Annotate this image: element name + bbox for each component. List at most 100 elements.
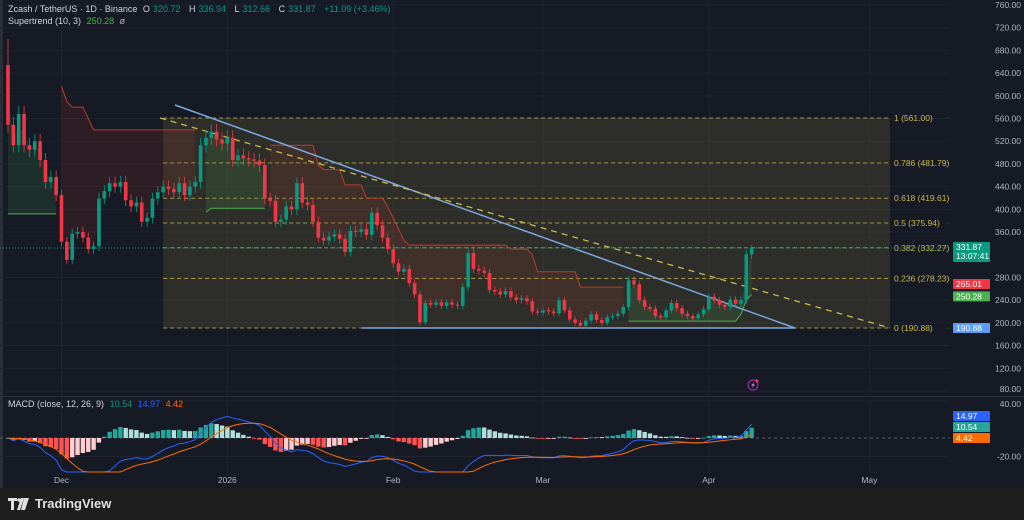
fib-retracement[interactable]: 1 (561.00) 0.786 (481.79) 0.618 (419.61) 0.… — [163, 113, 950, 333]
candle-body — [621, 306, 626, 314]
supertrend-line-up — [205, 207, 265, 213]
macd-histogram-bar — [562, 436, 567, 438]
supertrend-line-down — [270, 144, 624, 288]
supertrend-down-tag-bg — [953, 278, 990, 289]
candle-body — [177, 183, 181, 193]
candle-body — [316, 221, 321, 238]
candle-body — [246, 158, 251, 160]
price-axis-label: 120.00 — [995, 363, 1021, 373]
macd-histogram-bar — [86, 438, 91, 452]
candle-body — [498, 291, 502, 295]
candle-body — [273, 200, 278, 222]
candle-body — [450, 302, 454, 305]
candle-body — [81, 232, 85, 238]
eye-off-icon[interactable]: ø — [119, 16, 126, 26]
macd-histogram-bar — [48, 438, 53, 448]
macd-histogram-bar — [332, 438, 337, 446]
macd-histogram-bar — [235, 432, 241, 438]
macd-histogram-bar — [679, 437, 685, 438]
candle-body — [567, 310, 572, 320]
macd-histogram-bar — [177, 429, 182, 438]
candle-body — [123, 182, 128, 201]
candle-body — [59, 195, 64, 242]
time-axis-label: May — [861, 475, 878, 485]
macd-histogram-bar — [417, 438, 423, 449]
macd-histogram-bar — [369, 435, 374, 438]
macd-histogram-bar — [198, 427, 203, 438]
macd-histogram-bar — [423, 438, 428, 448]
signal-value: 14.97 — [137, 399, 161, 409]
macd-histogram-bar — [267, 438, 273, 447]
candle-body — [589, 314, 593, 321]
candle-body — [530, 301, 535, 312]
candle-body — [482, 270, 486, 273]
candle-body — [733, 299, 738, 304]
macd-histogram-bar — [70, 438, 75, 458]
supertrend-fill-down — [270, 145, 624, 325]
candle-body — [16, 113, 21, 146]
macd-histogram-bar — [187, 431, 193, 438]
symbol-title[interactable]: Zcash / TetherUS · 1D · Binance — [8, 4, 138, 14]
macd-histogram-bar — [251, 438, 257, 439]
candle-body — [418, 294, 422, 323]
macd-histogram-bar — [155, 431, 160, 438]
candle-body — [685, 313, 690, 317]
macd-value: 10.54 — [109, 399, 133, 409]
candle-body — [139, 202, 144, 222]
macd-histogram-bar — [492, 431, 498, 438]
candle-body — [97, 198, 101, 247]
price-axis-label: 640.00 — [995, 68, 1021, 78]
candle-body — [129, 200, 133, 207]
candle-body — [637, 284, 642, 301]
macd-histogram-bar — [487, 429, 492, 438]
symbol-legend: Zcash / TetherUS · 1D · Binance O 320.72 … — [8, 4, 394, 14]
macd-histogram-bar — [102, 436, 107, 438]
candles — [6, 39, 754, 329]
candle-body — [70, 233, 74, 260]
candle-body — [471, 253, 476, 269]
macd-histogram-bar — [219, 425, 225, 438]
drawings[interactable] — [0, 104, 950, 329]
macd-histogram-bar — [717, 435, 722, 438]
candle-body — [605, 317, 609, 323]
macd-label[interactable]: MACD (close, 12, 26, 9) — [8, 399, 105, 409]
tradingview-logo[interactable]: TradingView — [8, 496, 111, 511]
candle-body — [65, 241, 69, 260]
candle-body — [375, 212, 379, 226]
macd-histogram-bar — [647, 433, 653, 438]
candle-body — [744, 254, 749, 301]
left-border — [0, 0, 3, 488]
candle-body — [198, 145, 203, 183]
candle-body — [75, 232, 80, 234]
candle-body — [364, 229, 369, 235]
macd-histogram-bar — [278, 438, 284, 452]
macd-histogram-bar — [460, 435, 465, 438]
candle-body — [311, 204, 315, 222]
high-label: H 336.94 — [189, 4, 229, 14]
fib-level-label: 1 (561.00) — [894, 113, 933, 123]
candle-body — [600, 320, 604, 323]
price-axis-label: 680.00 — [995, 45, 1021, 55]
lightning-alert-icon[interactable] — [747, 379, 759, 391]
candle-body — [386, 237, 390, 250]
candle-body — [54, 176, 58, 196]
macd-histogram-bar — [118, 427, 123, 438]
macd-histogram-bar — [59, 438, 64, 455]
price-axis-label: 760.00 — [995, 0, 1021, 10]
candle-body — [27, 145, 32, 150]
supertrend-legend: Supertrend (10, 3) 250.28 ø — [8, 16, 128, 26]
macd-histogram-bar — [615, 435, 621, 438]
price-axis-label: 400.00 — [995, 204, 1021, 214]
last-price-tag: 331.87 — [956, 242, 982, 252]
macd-histogram-bar — [11, 438, 16, 441]
macd-histogram-bar — [476, 427, 481, 438]
candle-body — [509, 291, 513, 298]
macd-histogram-bar — [316, 438, 321, 447]
last-price-tag-bg — [953, 242, 990, 263]
supertrend-line-down — [61, 86, 196, 131]
candle-body — [616, 313, 620, 317]
macd-histogram-bar — [91, 438, 96, 450]
macd-histogram-bar — [572, 438, 578, 439]
supertrend-label[interactable]: Supertrend (10, 3) — [8, 16, 82, 26]
